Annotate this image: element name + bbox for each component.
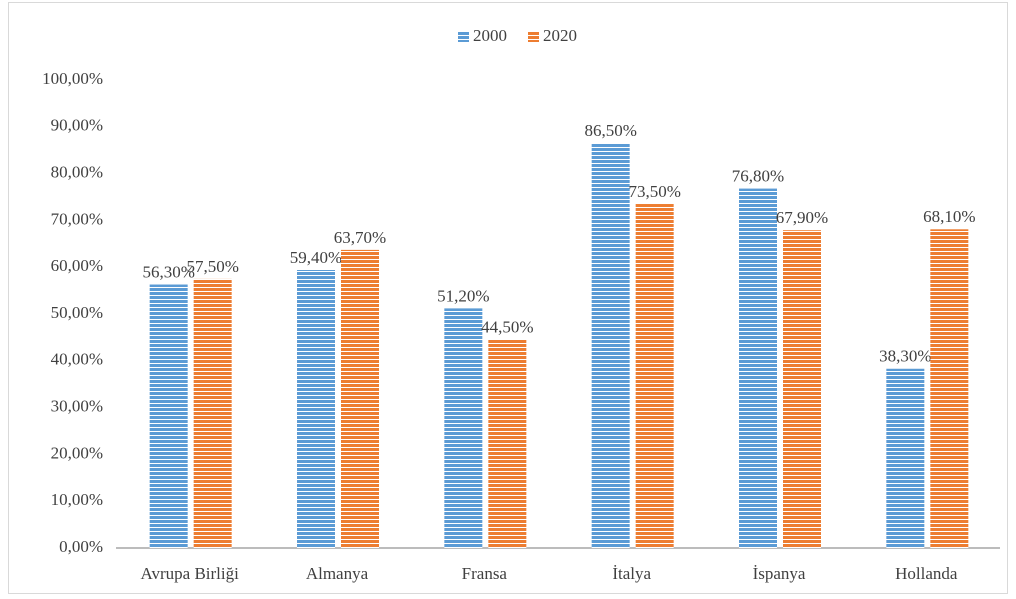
bar (886, 368, 925, 548)
value-label: 86,50% (584, 121, 636, 140)
y-tick-label: 100,00% (42, 69, 103, 88)
x-tick-label: İspanya (753, 564, 806, 583)
value-label: 68,10% (923, 207, 975, 226)
value-label: 57,50% (186, 257, 238, 276)
bar (739, 188, 777, 549)
y-tick-label: 10,00% (51, 490, 103, 509)
bar (444, 308, 483, 548)
value-label: 63,70% (334, 228, 386, 247)
x-tick-label: Almanya (306, 564, 369, 583)
y-tick-label: 70,00% (51, 209, 103, 228)
bar (297, 270, 335, 548)
bar (341, 249, 379, 548)
value-label: 51,20% (437, 286, 489, 305)
y-tick-label: 90,00% (51, 116, 103, 135)
x-tick-label: İtalya (612, 564, 651, 583)
bar (591, 143, 630, 548)
x-tick-label: Fransa (462, 564, 508, 583)
legend-label: 2020 (543, 26, 577, 45)
bar (488, 339, 527, 548)
value-label: 67,90% (776, 208, 828, 227)
bar (783, 230, 821, 548)
y-tick-label: 50,00% (51, 303, 103, 322)
value-label: 56,30% (142, 262, 194, 281)
y-tick-label: 20,00% (51, 443, 103, 462)
y-tick-label: 80,00% (51, 163, 103, 182)
bar (193, 278, 232, 548)
x-tick-label: Avrupa Birliği (140, 564, 239, 583)
value-label: 59,40% (290, 248, 342, 267)
y-tick-label: 40,00% (51, 350, 103, 369)
bar (149, 284, 188, 548)
bar (930, 229, 969, 549)
legend-swatch (458, 31, 469, 42)
value-label: 38,30% (879, 347, 931, 366)
legend-swatch (528, 31, 539, 42)
y-tick-label: 0,00% (59, 537, 103, 556)
bar (635, 204, 674, 548)
value-label: 73,50% (628, 182, 680, 201)
value-label: 44,50% (481, 318, 533, 337)
x-tick-label: Hollanda (895, 564, 958, 583)
value-label: 76,80% (732, 166, 784, 185)
legend-label: 2000 (473, 26, 507, 45)
y-tick-label: 30,00% (51, 397, 103, 416)
y-tick-label: 60,00% (51, 256, 103, 275)
